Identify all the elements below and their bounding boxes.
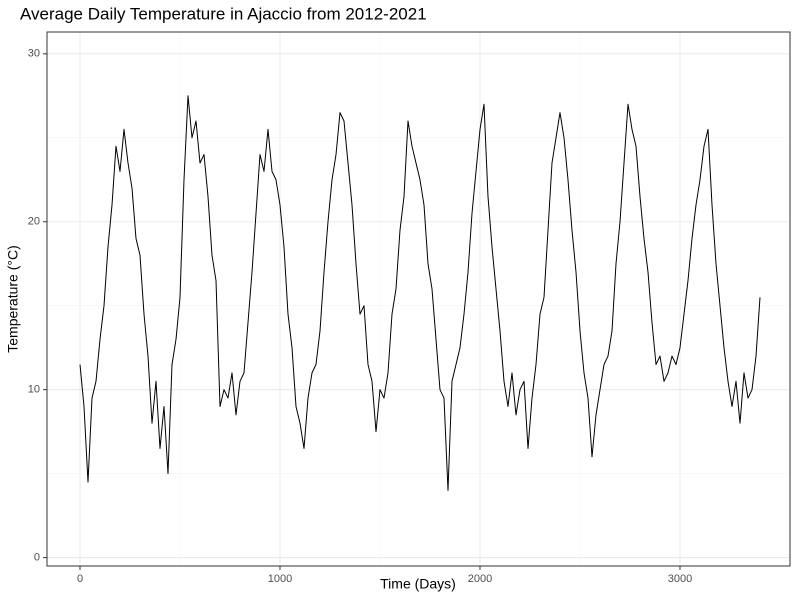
- y-tick-label: 30: [28, 48, 40, 60]
- y-axis-title: Temperature (°C): [5, 245, 21, 353]
- x-tick-label: 2000: [468, 573, 492, 585]
- chart-title: Average Daily Temperature in Ajaccio fro…: [20, 4, 427, 23]
- x-tick-label: 0: [77, 573, 83, 585]
- line-series: [79, 95, 761, 491]
- panel-border: [46, 31, 791, 567]
- x-tick-label: 3000: [668, 573, 692, 585]
- x-tick-label: 1000: [268, 573, 292, 585]
- x-axis-title: Time (Days): [380, 576, 456, 592]
- y-tick-label: 0: [34, 552, 40, 564]
- y-tick-label: 10: [28, 384, 40, 396]
- y-tick-label: 20: [28, 216, 40, 228]
